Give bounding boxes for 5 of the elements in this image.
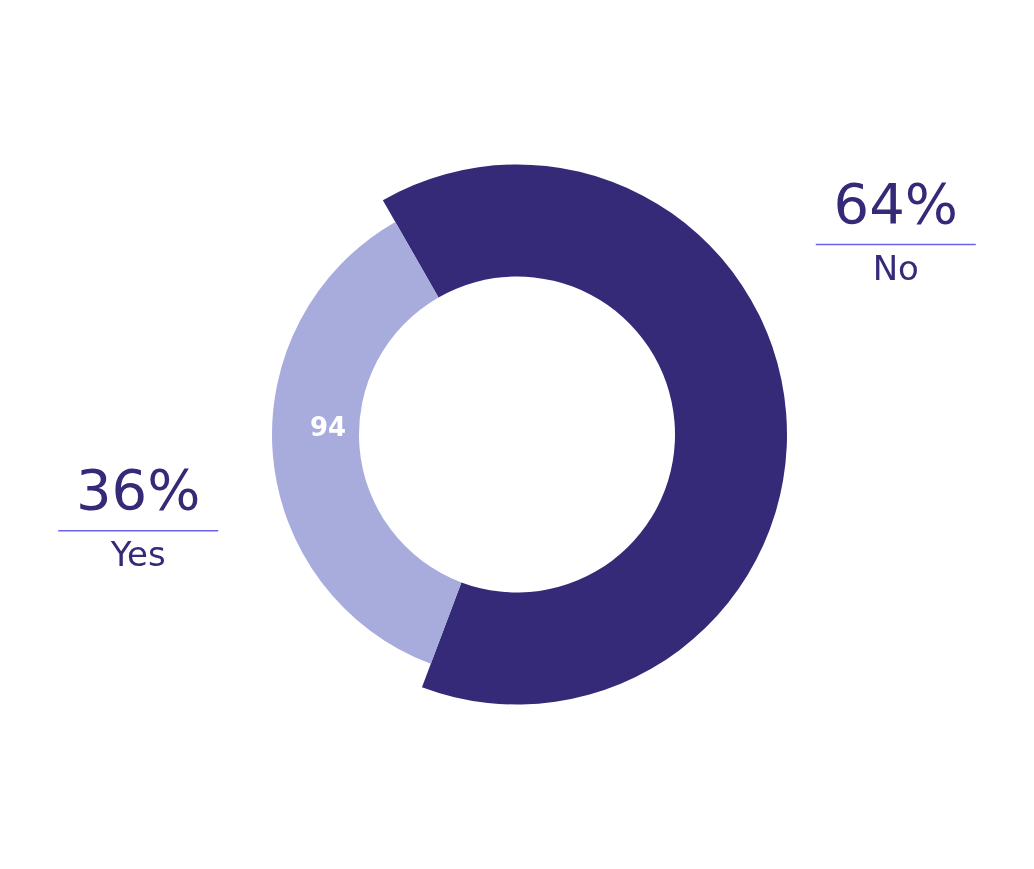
data-label: 64%: [833, 170, 959, 236]
text: 94: [309, 412, 347, 442]
slice-label: Yes: [109, 533, 166, 574]
data-label: 36%: [75, 456, 201, 522]
slice-label: No: [872, 247, 919, 288]
